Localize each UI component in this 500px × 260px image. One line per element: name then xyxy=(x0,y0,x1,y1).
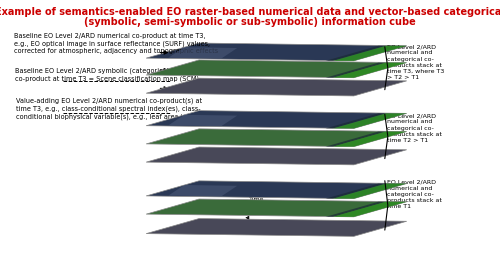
Polygon shape xyxy=(168,47,237,58)
Text: X: X xyxy=(256,207,260,212)
Polygon shape xyxy=(146,60,406,78)
Polygon shape xyxy=(333,63,406,78)
Polygon shape xyxy=(146,129,406,147)
Text: (symbolic, semi-symbolic or sub-symbolic) information cube: (symbolic, semi-symbolic or sub-symbolic… xyxy=(84,17,416,27)
Polygon shape xyxy=(146,219,406,236)
Text: Time: Time xyxy=(249,197,264,202)
Text: Baseline EO Level 2/ARD numerical co-product at time T3,
e.g., EO optical image : Baseline EO Level 2/ARD numerical co-pro… xyxy=(14,32,218,54)
Polygon shape xyxy=(146,199,406,217)
Polygon shape xyxy=(168,185,237,196)
Polygon shape xyxy=(146,78,406,96)
Polygon shape xyxy=(168,115,237,126)
Text: EO Level 2/ARD
numerical and
categorical co-
products stack at
time T3, where T3: EO Level 2/ARD numerical and categorical… xyxy=(386,44,444,80)
Text: Baseline EO Level 2/ARD symbolic (categorical and semantic)
co-product at time T: Baseline EO Level 2/ARD symbolic (catego… xyxy=(14,68,218,82)
Polygon shape xyxy=(333,202,406,217)
Polygon shape xyxy=(326,184,386,199)
Text: Z: Z xyxy=(232,201,236,206)
Polygon shape xyxy=(326,63,386,78)
Text: EO Level 2/ARD
numerical and
categorical co-
products stack at
time T2 > T1: EO Level 2/ARD numerical and categorical… xyxy=(386,113,442,143)
Text: Example of semantics-enabled EO raster-based numerical data and vector-based cat: Example of semantics-enabled EO raster-b… xyxy=(0,6,500,16)
Text: Value-adding EO Level 2/ARD numerical co-product(s) at
time T3, e.g., class-cond: Value-adding EO Level 2/ARD numerical co… xyxy=(16,98,216,120)
Polygon shape xyxy=(146,111,406,128)
Text: EO Level 2/ARD
numerical and
categorical co-
products stack at
time T1: EO Level 2/ARD numerical and categorical… xyxy=(386,179,442,209)
Polygon shape xyxy=(326,132,386,147)
Polygon shape xyxy=(333,46,406,61)
Text: Y: Y xyxy=(248,226,252,231)
Polygon shape xyxy=(333,132,406,147)
Polygon shape xyxy=(333,113,406,128)
Polygon shape xyxy=(146,147,406,165)
Polygon shape xyxy=(326,46,386,61)
Polygon shape xyxy=(326,113,386,128)
Polygon shape xyxy=(326,202,386,217)
Polygon shape xyxy=(146,181,406,199)
Polygon shape xyxy=(146,43,406,61)
Polygon shape xyxy=(333,184,406,199)
